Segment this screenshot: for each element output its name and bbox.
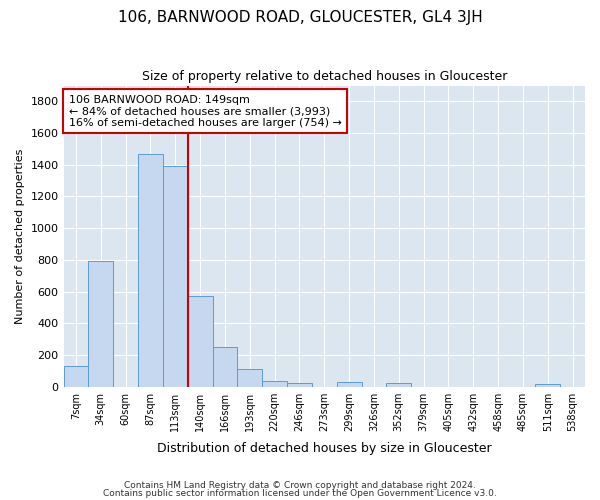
Text: 106 BARNWOOD ROAD: 149sqm
← 84% of detached houses are smaller (3,993)
16% of se: 106 BARNWOOD ROAD: 149sqm ← 84% of detac… — [69, 94, 341, 128]
Text: Contains HM Land Registry data © Crown copyright and database right 2024.: Contains HM Land Registry data © Crown c… — [124, 481, 476, 490]
Bar — [287, 382, 312, 386]
Text: 106, BARNWOOD ROAD, GLOUCESTER, GL4 3JH: 106, BARNWOOD ROAD, GLOUCESTER, GL4 3JH — [118, 10, 482, 25]
Bar — [88, 262, 113, 386]
Bar — [337, 382, 362, 386]
Bar — [262, 381, 287, 386]
Bar — [212, 347, 238, 387]
Bar — [163, 166, 188, 386]
Bar — [188, 296, 212, 386]
Y-axis label: Number of detached properties: Number of detached properties — [15, 148, 25, 324]
Bar — [238, 369, 262, 386]
Bar — [138, 154, 163, 386]
X-axis label: Distribution of detached houses by size in Gloucester: Distribution of detached houses by size … — [157, 442, 491, 455]
Title: Size of property relative to detached houses in Gloucester: Size of property relative to detached ho… — [142, 70, 507, 83]
Bar — [386, 384, 411, 386]
Bar — [64, 366, 88, 386]
Bar — [535, 384, 560, 386]
Text: Contains public sector information licensed under the Open Government Licence v3: Contains public sector information licen… — [103, 488, 497, 498]
